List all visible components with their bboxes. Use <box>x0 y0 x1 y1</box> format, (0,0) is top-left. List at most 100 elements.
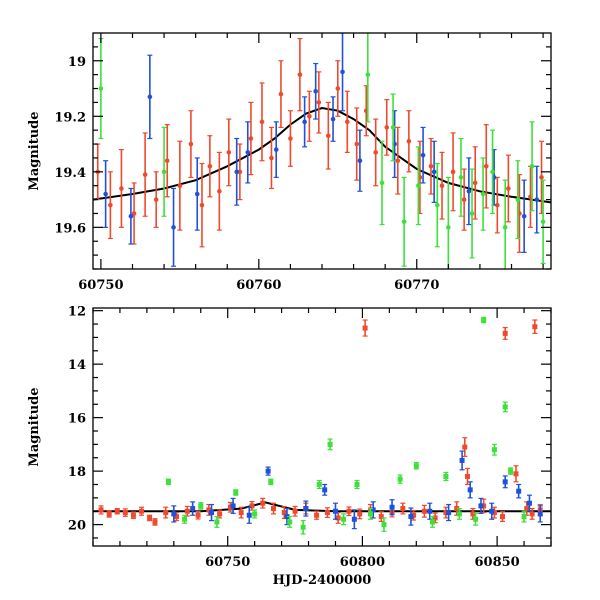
blue-data-point <box>489 508 495 514</box>
green-data-point <box>446 225 451 230</box>
red-data-point <box>314 512 320 518</box>
red-data-point <box>357 511 363 517</box>
green-data-point <box>401 219 407 225</box>
red-data-point <box>248 136 254 141</box>
red-data-point <box>483 163 489 169</box>
green-data-point <box>521 514 527 520</box>
red-data-point <box>307 113 312 119</box>
blue-data-point <box>246 512 252 518</box>
red-data-point <box>464 473 470 479</box>
red-data-point <box>260 500 266 506</box>
green-data-point <box>491 447 497 453</box>
blue-data-point <box>171 225 176 230</box>
blue-data-point <box>370 507 376 513</box>
blue-data-point <box>502 479 508 485</box>
green-data-point <box>316 481 322 487</box>
y-axis-title: Magnitude <box>27 111 42 190</box>
green-series <box>165 316 527 535</box>
green-data-point <box>413 463 419 469</box>
y-tick-label: 19.4 <box>54 166 86 181</box>
red-data-point <box>378 514 384 520</box>
blue-data-point <box>303 506 309 512</box>
red-data-point <box>177 183 183 189</box>
red-series <box>95 37 545 253</box>
red-data-point <box>539 175 544 180</box>
green-data-point <box>233 490 239 496</box>
red-series <box>98 319 543 526</box>
blue-data-point <box>467 487 473 493</box>
green-data-point <box>508 468 514 474</box>
red-data-point <box>406 138 412 144</box>
green-data-point <box>182 516 188 522</box>
green-data-point <box>397 476 403 482</box>
x-tick-label: 60770 <box>394 278 439 293</box>
plot-area <box>93 316 551 535</box>
green-data-point <box>165 479 171 485</box>
red-data-point <box>188 141 194 147</box>
blue-data-point <box>322 487 328 493</box>
blue-data-point <box>340 69 345 75</box>
blue-data-point <box>521 213 527 219</box>
blue-data-point <box>408 514 414 520</box>
green-data-point <box>456 511 462 517</box>
red-data-point <box>131 211 137 216</box>
green-data-point <box>198 503 204 509</box>
red-data-point <box>495 202 500 208</box>
red-data-point <box>259 119 265 125</box>
blue-data-point <box>420 152 426 158</box>
y-tick-label: 18 <box>68 465 86 480</box>
red-data-point <box>421 508 427 514</box>
green-data-point <box>469 211 475 216</box>
x-axis-title: HJD-2400000 <box>273 573 372 588</box>
red-data-point <box>470 511 476 517</box>
x-tick-label: 60800 <box>340 555 385 570</box>
green-data-point <box>287 519 293 525</box>
red-data-point <box>513 471 519 477</box>
red-data-point <box>450 169 456 175</box>
green-data-point <box>268 479 274 485</box>
red-data-point <box>98 507 104 513</box>
red-data-point <box>432 515 438 521</box>
red-data-point <box>481 503 487 509</box>
y-tick-label: 19.2 <box>54 110 86 125</box>
blue-data-point <box>313 89 318 94</box>
blue-data-point <box>230 503 236 509</box>
blue-data-point <box>427 508 433 514</box>
green-data-point <box>502 404 508 410</box>
red-data-point <box>122 510 128 516</box>
red-data-point <box>195 512 201 518</box>
bottom-panel: 60750 60800 60850 12 14 16 18 20 Magnitude HJD-24… <box>27 305 552 588</box>
blue-data-point <box>284 514 290 520</box>
blue-data-point <box>190 506 196 512</box>
red-data-point <box>346 508 352 514</box>
red-data-point <box>326 133 331 139</box>
blue-data-point <box>389 504 395 510</box>
blue-series <box>103 33 540 267</box>
blue-data-point <box>265 468 271 474</box>
blue-data-point <box>103 191 108 197</box>
red-data-point <box>163 510 169 516</box>
y-tick-label: 14 <box>68 358 86 373</box>
red-data-point <box>316 100 322 105</box>
red-data-point <box>297 72 303 77</box>
red-data-point <box>114 508 120 514</box>
red-data-point <box>443 510 449 516</box>
blue-data-point <box>459 457 465 463</box>
red-data-point <box>164 158 170 164</box>
plot-frame <box>92 307 552 547</box>
red-data-point <box>500 514 506 520</box>
red-data-point <box>395 158 401 164</box>
red-data-point <box>199 202 205 208</box>
red-data-point <box>461 197 467 202</box>
blue-data-point <box>431 169 437 175</box>
green-data-point <box>381 522 387 528</box>
red-data-point <box>226 150 232 155</box>
red-data-point <box>324 510 330 516</box>
red-data-point <box>278 91 284 97</box>
red-data-point <box>106 511 112 517</box>
green-data-point <box>490 169 495 175</box>
blue-data-point <box>302 119 307 125</box>
red-data-point <box>428 163 434 169</box>
blue-data-point <box>332 508 338 514</box>
red-data-point <box>354 141 360 147</box>
